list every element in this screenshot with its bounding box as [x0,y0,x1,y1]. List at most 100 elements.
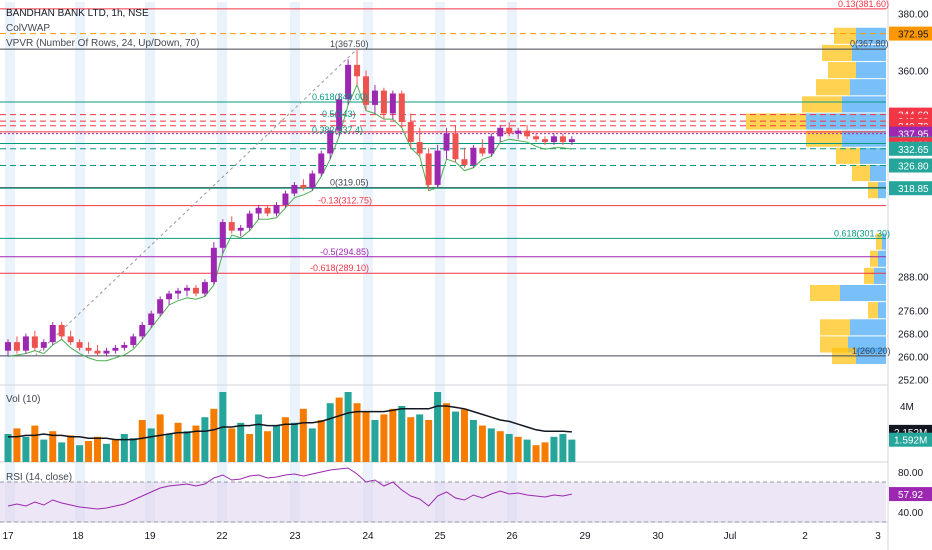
price-tick-2: 288.00 [898,272,929,283]
candle-body-2 [22,336,29,351]
candle-body-52 [470,147,477,165]
volume-bar-2 [22,436,30,462]
volume-bar-48 [434,392,442,462]
price-badge-0: 372.95 [898,30,929,41]
indicator-vpvr[interactable]: VPVR (Number Of Rows, 24, Up/Down, 70) [6,38,200,49]
candle-body-43 [389,93,396,114]
candle-body-39 [354,64,361,77]
vpvr-down-bar-1 [822,44,852,62]
candle-body-50 [452,133,459,160]
volume-bar-8 [76,445,84,462]
volume-bar-45 [407,417,415,462]
candle-body-38 [345,64,352,100]
volume-bar-39 [353,403,361,462]
candle-body-58 [524,130,531,137]
session-band-4 [290,2,300,522]
candle-body-5 [49,324,56,343]
volume-tick-0: 4M [900,402,914,413]
candle-body-60 [542,139,548,143]
vpvr-down-bar-8 [852,164,870,182]
volume-bar-3 [31,425,39,462]
volume-bar-33 [299,408,307,462]
rsi-title[interactable]: RSI (14, close) [6,472,73,483]
candle-body-32 [291,184,298,194]
symbol-title[interactable]: BANDHAN BANK LTD, 1h, NSE [6,8,149,19]
price-badge-5: 337.95 [898,130,929,141]
price-tick-6: 252.00 [898,375,929,386]
candle-body-27 [246,213,253,228]
volume-bar-21 [192,425,200,462]
vpvr-up-bar-10 [882,233,886,250]
x-tick-12: 3 [875,531,881,542]
candle-body-44 [398,93,405,123]
volume-title[interactable]: Vol (10) [6,394,41,405]
candle-body-12 [112,347,119,351]
volume-badge-bg-1 [889,432,932,447]
vpvr-down-bar-13 [810,284,840,302]
fib-label-7: -0.13(312.75) [318,196,372,206]
candle-body-59 [533,136,540,140]
volume-bar-35 [317,420,325,462]
fib-trend-line [34,48,358,357]
candle-body-62 [559,136,566,143]
vpvr-down-bar-12 [864,267,874,284]
volume-bar-14 [129,438,137,462]
volume-bar-22 [201,417,209,462]
price-tick-0: 380.00 [898,9,929,20]
candle-body-3 [31,336,38,348]
x-tick-1: 18 [72,531,84,542]
candle-body-8 [76,342,83,348]
rsi-line [7,467,572,510]
indicator-colvwap[interactable]: ColVWAP [6,23,51,34]
vpvr-up-bar-9 [878,182,886,199]
x-tick-6: 25 [434,531,446,542]
candle-body-0 [5,342,11,351]
vpvr-down-bar-15 [820,319,850,336]
volume-bar-40 [362,411,370,462]
price-tick-5: 260.00 [898,352,929,363]
candle-body-28 [255,207,262,214]
candle-body-30 [273,204,280,214]
vwap-line [7,83,572,362]
candle-body-33 [300,184,307,188]
candle-body-41 [371,90,378,105]
volume-bar-41 [371,420,379,462]
fib-label-8: 0.618(301.30) [834,228,890,238]
volume-bar-55 [496,431,504,462]
rsi-tick-0: 80.00 [898,468,923,479]
volume-bar-20 [183,431,191,462]
volume-bar-32 [290,422,298,462]
price-badge-bg-8 [889,141,932,156]
x-tick-5: 24 [362,531,374,542]
volume-bar-59 [532,445,540,462]
volume-bar-15 [138,420,146,462]
candle-body-6 [58,324,65,337]
fib-label-6: 0(319.05) [330,178,369,188]
volume-bar-58 [523,439,531,462]
vpvr-down-bar-4 [802,96,842,113]
x-tick-11: 2 [802,531,808,542]
volume-bar-27 [246,434,254,462]
vpvr-down-bar-14 [868,302,878,319]
vpvr-up-bar-14 [878,302,886,319]
volume-bar-37 [335,397,343,462]
session-band-3 [217,2,227,522]
volume-bar-25 [228,428,236,462]
vpvr-down-bar-6 [806,130,842,147]
session-band-0 [5,2,15,522]
candle-body-37 [336,99,343,131]
fib-label-11: 1(260.20) [852,346,891,356]
volume-bar-50 [452,411,459,462]
volume-bar-30 [273,425,280,462]
volume-bar-49 [443,403,451,462]
vpvr-down-bar-3 [816,79,850,96]
candle-body-22 [201,282,208,294]
fib-label-3: 0.618(349.00) [312,92,368,102]
volume-ma-line [8,405,572,441]
x-tick-3: 22 [216,531,228,542]
vpvr-up-bar-2 [856,62,886,79]
volume-bar-18 [165,434,173,462]
fib-label-4: 0.5(343) [322,109,356,119]
volume-bar-10 [94,436,101,462]
session-band-7 [507,2,517,522]
